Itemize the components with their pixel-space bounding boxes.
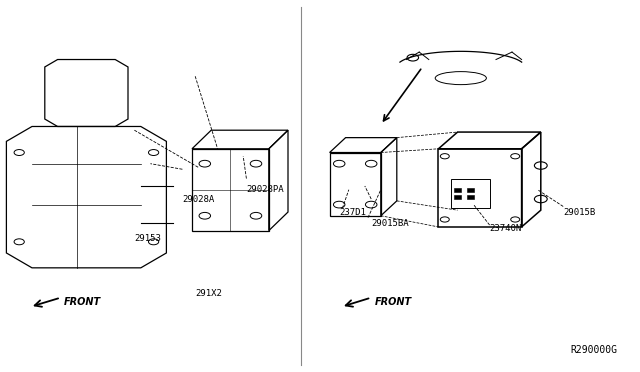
Bar [438, 149, 522, 227]
Text: 29028PA: 29028PA [246, 185, 284, 194]
Bar [467, 188, 474, 192]
Text: 23740N: 23740N [490, 224, 522, 233]
Text: 29153: 29153 [134, 234, 161, 243]
Text: FRONT: FRONT [64, 297, 101, 307]
Text: 29028A: 29028A [182, 195, 214, 203]
Text: 29015B: 29015B [563, 208, 595, 217]
Bar [467, 195, 474, 199]
Text: 29015BA: 29015BA [371, 219, 409, 228]
Bar [330, 153, 381, 216]
Bar [454, 195, 461, 199]
Text: FRONT: FRONT [374, 297, 412, 307]
Bar [451, 179, 490, 208]
Text: 237D1: 237D1 [339, 208, 366, 217]
Text: 291X2: 291X2 [195, 289, 222, 298]
Bar [192, 149, 269, 231]
Text: R290000G: R290000G [571, 345, 618, 355]
Bar [454, 188, 461, 192]
